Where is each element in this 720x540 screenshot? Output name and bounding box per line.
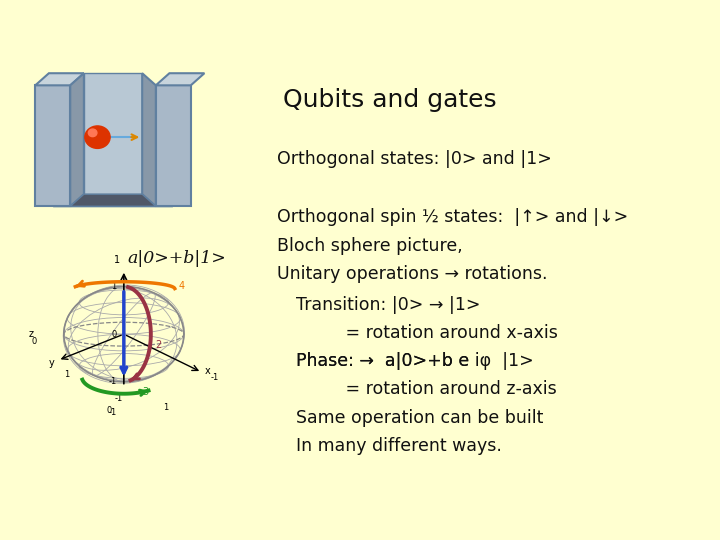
Text: = rotation around x-axis: = rotation around x-axis (297, 324, 558, 342)
Text: 0: 0 (112, 329, 117, 339)
Text: Unitary operations → rotations.: Unitary operations → rotations. (277, 265, 547, 283)
Text: 1: 1 (112, 282, 117, 291)
Text: Phase: →  a|0>+b e: Phase: → a|0>+b e (297, 352, 475, 370)
Text: = rotation around z-axis: = rotation around z-axis (297, 380, 557, 399)
Polygon shape (84, 73, 143, 194)
Circle shape (89, 129, 97, 137)
Text: In many different ways.: In many different ways. (297, 437, 503, 455)
Text: 1: 1 (114, 255, 120, 265)
Text: Phase: →  a|0>+b e iφ  |1>: Phase: → a|0>+b e iφ |1> (297, 352, 534, 370)
Text: Orthogonal states: |0> and |1>: Orthogonal states: |0> and |1> (277, 150, 552, 168)
Text: 0: 0 (31, 337, 37, 346)
Text: 2: 2 (155, 340, 161, 350)
Text: Qubits and gates: Qubits and gates (282, 87, 496, 112)
Text: 1: 1 (163, 403, 168, 412)
Polygon shape (143, 73, 156, 206)
Text: -1: -1 (109, 408, 117, 417)
Polygon shape (55, 172, 171, 206)
Polygon shape (71, 73, 84, 206)
Text: -1: -1 (109, 377, 117, 386)
Text: Transition: |0> → |1>: Transition: |0> → |1> (297, 295, 481, 314)
Text: 4: 4 (179, 281, 185, 291)
Text: -1: -1 (115, 394, 123, 403)
Text: Bloch sphere picture,: Bloch sphere picture, (277, 237, 463, 254)
Polygon shape (35, 85, 71, 206)
Text: a|0>+b|1>: a|0>+b|1> (127, 250, 226, 267)
Text: x: x (205, 366, 210, 376)
Text: Same operation can be built: Same operation can be built (297, 409, 544, 427)
Circle shape (85, 126, 110, 148)
Polygon shape (35, 73, 84, 85)
Text: 3: 3 (142, 387, 148, 397)
Text: 1: 1 (65, 370, 70, 379)
Polygon shape (156, 73, 204, 85)
Polygon shape (156, 85, 191, 206)
Text: 0: 0 (107, 406, 112, 415)
Text: Orthogonal spin ½ states:  |↑> and |↓>: Orthogonal spin ½ states: |↑> and |↓> (277, 208, 628, 226)
Text: y: y (49, 358, 55, 368)
Text: z: z (28, 329, 33, 339)
Text: -1: -1 (211, 373, 219, 382)
Polygon shape (71, 194, 156, 206)
